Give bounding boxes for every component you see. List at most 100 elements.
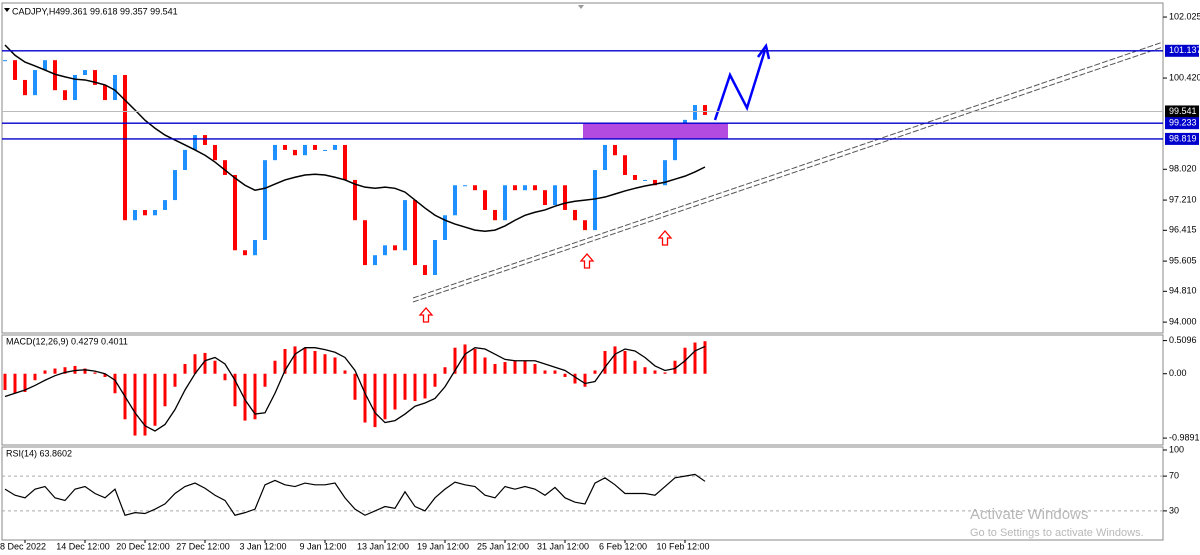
level-box [1165, 132, 1199, 145]
candle-body [393, 245, 397, 251]
macd-bar [383, 373, 387, 420]
candle-body [413, 200, 417, 266]
x-tick-label: 3 Jan 12:00 [239, 541, 286, 551]
macd-bar [233, 373, 237, 407]
macd-bar [343, 370, 347, 374]
macd-bar [283, 349, 287, 374]
macd-bar [623, 350, 627, 374]
macd-bar [363, 373, 367, 423]
candle-body [243, 250, 247, 256]
macd-bar [523, 360, 527, 374]
candle-body [563, 185, 567, 210]
y-tick-label: 102.025 [1169, 11, 1200, 21]
macd-bar [193, 354, 197, 374]
candle-body [173, 170, 177, 201]
x-tick-label: 19 Jan 12:00 [417, 541, 469, 551]
up-arrow [579, 253, 595, 269]
macd-bar [603, 350, 607, 374]
candle-body [123, 75, 127, 221]
candle-body [653, 179, 657, 186]
symbol-menu[interactable] [4, 8, 10, 12]
candle-body [583, 220, 587, 231]
candle-body [473, 185, 477, 191]
candle-body [223, 160, 227, 175]
candle-body [483, 190, 487, 210]
candle-body [313, 144, 317, 150]
macd-bar [303, 347, 307, 374]
y-tick-label: 96.415 [1169, 225, 1197, 235]
level-label: 99.233 [1169, 118, 1197, 128]
x-tick-label: 8 Dec 2022 [0, 541, 46, 551]
up-arrow [418, 307, 434, 323]
candle-body [293, 149, 297, 156]
candle-body [143, 209, 147, 216]
macd-bar [353, 373, 357, 400]
candle-body [3, 60, 7, 62]
candle-body [693, 105, 697, 120]
candle-body [213, 144, 217, 161]
x-tick-label: 31 Jan 12:00 [537, 541, 589, 551]
macd-bar [223, 373, 227, 381]
macd-bar [413, 373, 417, 402]
macd-bar [23, 373, 27, 392]
macd-bar [543, 370, 547, 374]
macd-bar [513, 360, 517, 374]
candle-body [193, 135, 197, 150]
level-label: 98.819 [1169, 133, 1197, 143]
candle-body [553, 185, 557, 206]
candle-body [283, 144, 287, 150]
signal-arrows [418, 230, 673, 323]
macd-bar [593, 370, 597, 374]
candle-body [373, 255, 377, 266]
macd-bar [153, 373, 157, 426]
y-tick-label: 0.5096 [1169, 335, 1197, 345]
candle-body [203, 135, 207, 145]
up-arrow [657, 230, 673, 246]
candle-body [463, 185, 467, 187]
candle-body [503, 185, 507, 221]
candle-body [453, 185, 457, 216]
macd-panel [1, 334, 1164, 446]
macd-bar [313, 350, 317, 374]
macd-bar [163, 373, 167, 407]
x-tick-label: 25 Jan 12:00 [477, 541, 529, 551]
candle-body [383, 245, 387, 256]
macd-bar [103, 373, 107, 377]
candle-body [93, 70, 97, 85]
candle-body [603, 144, 607, 171]
level-label: 101.137 [1169, 45, 1200, 55]
candle-body [433, 240, 437, 275]
macd-bar [633, 360, 637, 374]
candle-body [593, 170, 597, 231]
candle-body [613, 144, 617, 156]
candle-body [153, 209, 157, 216]
macd-bar [663, 372, 667, 374]
macd-bar [423, 373, 427, 399]
candle-body [13, 60, 17, 80]
rsi-panel [1, 446, 1164, 541]
macd-bar [693, 342, 697, 374]
macd-bar [403, 373, 407, 400]
macd-bar [93, 372, 97, 374]
y-tick-label: -0.9891 [1169, 432, 1200, 442]
macd-bar [33, 373, 37, 381]
macd-bar [83, 368, 87, 374]
macd-bar [333, 357, 337, 374]
candle-body [403, 200, 407, 251]
candle-body [423, 265, 427, 275]
candle-body [83, 70, 87, 76]
panel-toggle[interactable] [578, 5, 584, 9]
macd-bar [323, 354, 327, 374]
y-tick-label: 30 [1169, 505, 1179, 515]
x-tick-label: 20 Dec 12:00 [116, 541, 170, 551]
macd-bar [473, 349, 477, 374]
macd-bar [453, 347, 457, 374]
candle-body [493, 209, 497, 221]
candle-body [663, 160, 667, 186]
macd-bar [203, 352, 207, 374]
macd-bar [293, 346, 297, 374]
macd-bar [503, 362, 507, 374]
candle-body [353, 179, 357, 221]
candle-body [253, 240, 257, 256]
